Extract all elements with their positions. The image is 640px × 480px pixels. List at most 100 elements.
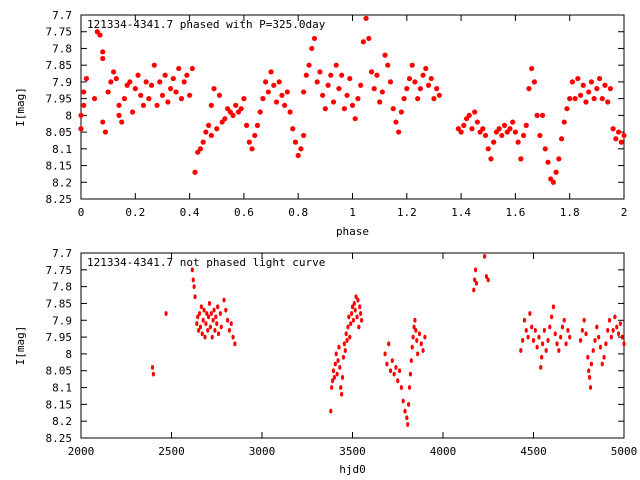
data-point <box>618 321 622 327</box>
data-point <box>349 321 353 327</box>
data-point <box>337 344 341 350</box>
data-point <box>499 132 505 139</box>
data-point <box>357 324 361 330</box>
data-point <box>542 327 546 333</box>
data-point <box>148 82 155 88</box>
data-point <box>173 89 179 95</box>
data-point <box>379 89 385 95</box>
data-point <box>226 317 230 323</box>
y-tick-label: 7.75 <box>46 26 73 39</box>
data-point <box>301 89 307 95</box>
data-point <box>342 341 346 347</box>
data-point <box>392 371 396 377</box>
y-axis-label: I[mag] <box>14 87 27 127</box>
data-point <box>208 324 213 330</box>
data-point <box>396 129 402 135</box>
data-point <box>271 82 277 88</box>
data-point <box>472 109 478 115</box>
y-tick-label: 7.8 <box>52 281 72 294</box>
data-point <box>116 112 122 118</box>
data-point <box>399 385 403 390</box>
data-point <box>273 99 280 105</box>
data-point <box>336 86 342 92</box>
x-tick-label: 1.2 <box>397 206 417 219</box>
data-point <box>423 65 429 72</box>
data-point <box>524 327 528 333</box>
data-point <box>322 106 328 112</box>
data-point <box>181 79 187 85</box>
data-point <box>216 92 223 98</box>
data-point <box>332 375 336 380</box>
data-point <box>116 102 122 108</box>
data-point <box>387 79 394 85</box>
data-point <box>555 341 559 347</box>
data-point <box>295 152 301 159</box>
data-point <box>531 79 538 85</box>
data-point <box>205 311 209 316</box>
data-point <box>200 139 206 145</box>
data-point <box>431 96 437 102</box>
data-point <box>165 99 171 105</box>
data-point <box>398 109 404 115</box>
data-point <box>564 106 570 112</box>
data-point <box>204 321 208 327</box>
data-point <box>472 287 476 293</box>
data-point <box>385 361 389 367</box>
data-point <box>488 156 494 162</box>
data-point <box>83 75 90 82</box>
data-point <box>609 334 613 340</box>
data-point <box>613 136 619 142</box>
data-point <box>553 331 557 337</box>
data-point <box>339 385 343 390</box>
data-point <box>618 139 624 145</box>
data-point <box>100 49 106 55</box>
y-tick-label: 8.05 <box>46 126 73 139</box>
x-tick-label: 1 <box>349 206 356 219</box>
data-point <box>368 69 375 75</box>
data-point <box>587 368 591 374</box>
data-point <box>290 126 296 132</box>
data-point <box>600 361 604 367</box>
y-tick-label: 8.15 <box>46 398 73 411</box>
data-point <box>529 65 535 72</box>
data-point <box>599 96 605 102</box>
y-tick-label: 7.85 <box>46 59 73 72</box>
data-point <box>213 327 217 333</box>
data-point <box>545 159 551 165</box>
data-point <box>78 126 84 132</box>
x-tick-label: 1.6 <box>505 206 525 219</box>
data-point <box>518 156 524 162</box>
data-point <box>550 314 554 320</box>
data-point <box>349 102 356 108</box>
data-point <box>214 314 218 320</box>
data-point <box>358 82 364 88</box>
data-point <box>588 385 593 390</box>
data-point <box>526 86 532 92</box>
data-point <box>403 408 407 414</box>
y-tick-label: 8.25 <box>46 193 73 206</box>
data-point <box>358 304 362 310</box>
data-point <box>208 102 214 108</box>
data-point <box>548 324 552 330</box>
data-point <box>474 280 479 286</box>
data-point <box>528 311 532 316</box>
data-point <box>344 92 350 98</box>
data-point <box>207 314 211 320</box>
data-point <box>591 348 595 353</box>
data-point <box>510 119 516 125</box>
data-point <box>333 62 339 68</box>
data-point <box>390 358 394 364</box>
data-point <box>336 358 340 364</box>
data-point <box>303 72 309 78</box>
data-point <box>540 354 544 360</box>
data-point <box>197 146 204 152</box>
y-tick-label: 7.9 <box>52 76 72 89</box>
x-tick-label: 0.8 <box>288 206 308 219</box>
data-point <box>407 401 411 407</box>
data-point <box>157 79 163 85</box>
x-tick-label: 3500 <box>339 445 366 458</box>
data-point <box>561 119 567 125</box>
data-point <box>201 317 205 323</box>
x-tick-label: 2 <box>621 206 628 219</box>
data-point <box>360 39 366 45</box>
